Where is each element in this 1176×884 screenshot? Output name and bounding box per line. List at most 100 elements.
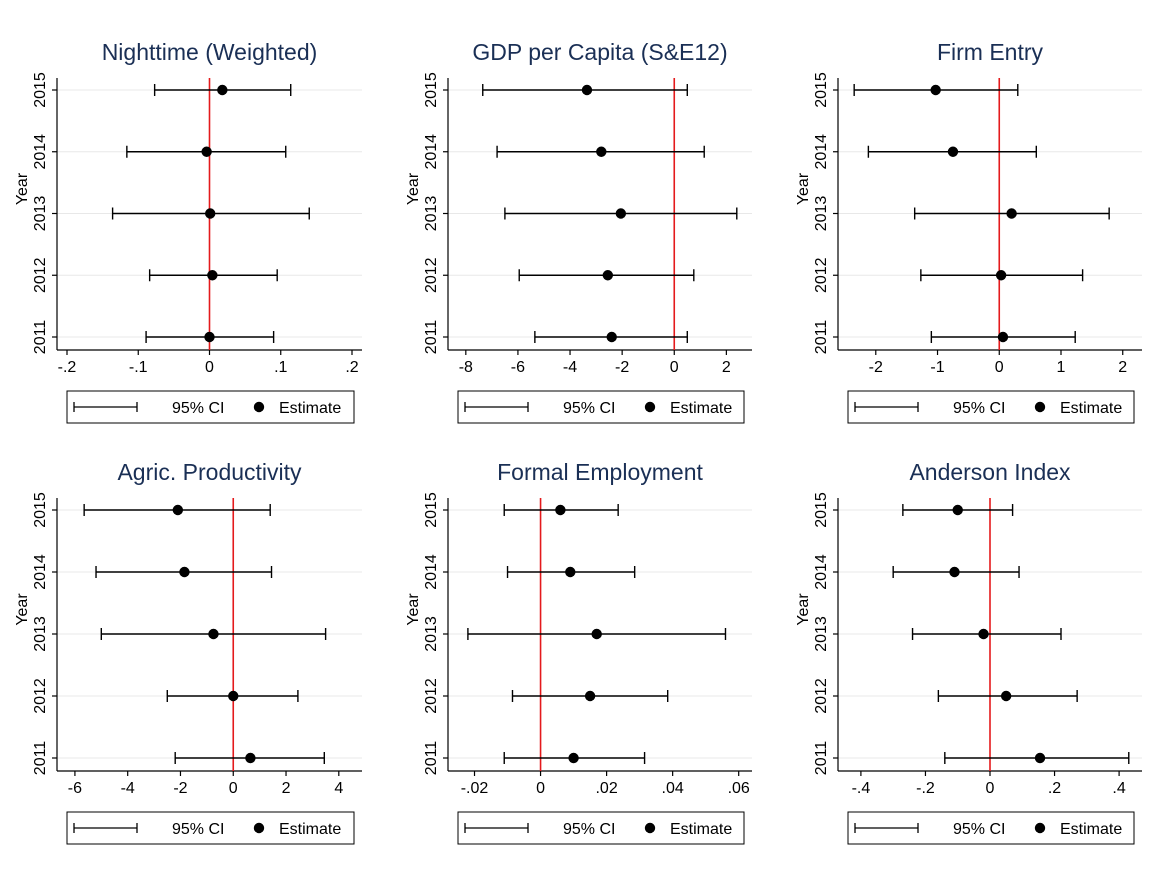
y-tick-label: 2012 xyxy=(813,257,830,293)
estimate-point-2012 xyxy=(228,690,239,702)
y-tick-label: 2012 xyxy=(32,678,49,714)
legend-estimate-symbol xyxy=(1034,822,1046,834)
legend-estimate-symbol xyxy=(1034,401,1046,413)
x-tick-label: -6 xyxy=(511,359,525,376)
legend-ci-label: 95% CI xyxy=(172,400,224,417)
x-tick-label: 0 xyxy=(205,359,214,376)
y-tick-label: 2014 xyxy=(813,134,830,170)
chart-title: Formal Employment xyxy=(497,459,703,485)
y-tick-label: 2013 xyxy=(813,196,830,232)
y-tick-label: 2011 xyxy=(32,741,49,776)
x-tick-label: -.02 xyxy=(461,780,489,797)
x-tick-label: -2 xyxy=(869,359,883,376)
x-tick-label: 0 xyxy=(986,780,995,797)
x-tick-label: 2 xyxy=(722,359,731,376)
y-tick-label: 2013 xyxy=(32,196,49,232)
y-tick-label: 2015 xyxy=(813,72,830,108)
chart-title: GDP per Capita (S&E12) xyxy=(472,39,727,65)
estimate-point-2012 xyxy=(584,690,596,702)
x-tick-label: 0 xyxy=(536,780,545,797)
y-tick-label: 2012 xyxy=(423,257,440,293)
y-tick-label: 2011 xyxy=(423,741,440,776)
estimate-point-2012 xyxy=(207,270,218,281)
y-tick-label: 2015 xyxy=(32,492,49,528)
y-tick-label: 2014 xyxy=(813,554,830,590)
estimate-point-2014 xyxy=(179,566,190,578)
estimate-point-2011 xyxy=(204,331,215,343)
y-tick-label: 2014 xyxy=(32,554,49,590)
y-axis-title: Year xyxy=(405,172,422,205)
x-tick-label: -1 xyxy=(930,359,944,376)
x-tick-label: -6 xyxy=(68,780,82,797)
x-tick-label: -4 xyxy=(121,780,135,797)
estimate-point-2012 xyxy=(602,270,614,281)
x-tick-label: 0 xyxy=(670,359,679,376)
x-tick-label: -.4 xyxy=(852,780,871,797)
y-tick-label: 2015 xyxy=(32,72,49,108)
y-tick-label: 2015 xyxy=(423,72,440,108)
y-tick-label: 2015 xyxy=(813,492,830,528)
legend-estimate-symbol xyxy=(253,822,265,834)
x-tick-label: 0 xyxy=(995,359,1004,376)
x-tick-label: -4 xyxy=(563,359,577,376)
x-tick-label: .06 xyxy=(728,780,750,797)
chart-panel-5: Formal Employment 2015 2014 2013 2012 2011 Yea… xyxy=(405,459,752,845)
legend-estimate-label: Estimate xyxy=(279,400,341,417)
y-axis-title: Year xyxy=(14,172,31,205)
x-tick-label: 2 xyxy=(1118,359,1127,376)
legend-estimate-label: Estimate xyxy=(670,821,732,838)
legend-ci-label: 95% CI xyxy=(953,400,1005,417)
legend-ci-label: 95% CI xyxy=(172,821,224,838)
y-axis-title: Year xyxy=(405,593,422,626)
legend-ci-label: 95% CI xyxy=(563,400,615,417)
chart-panel-2: GDP per Capita (S&E12)201520142013201220… xyxy=(405,39,752,424)
x-tick-label: -2 xyxy=(173,780,187,797)
estimate-point-2015 xyxy=(555,504,566,516)
legend: 95% CI Estimate xyxy=(847,811,1135,845)
estimate-point-2012 xyxy=(995,270,1007,281)
estimate-point-2013 xyxy=(978,628,989,640)
chart-title: Firm Entry xyxy=(937,39,1044,65)
x-tick-label: .02 xyxy=(595,780,617,797)
x-tick-label: .1 xyxy=(274,359,287,376)
x-tick-label: .4 xyxy=(1112,780,1125,797)
x-tick-label: .2 xyxy=(1048,780,1061,797)
x-tick-label: -.2 xyxy=(916,780,935,797)
y-tick-label: 2014 xyxy=(32,134,49,170)
estimate-point-2013 xyxy=(205,208,216,219)
estimate-point-2014 xyxy=(596,146,607,157)
legend-ci-label: 95% CI xyxy=(563,821,615,838)
legend: 95% CI Estimate xyxy=(457,811,745,845)
y-tick-label: 2013 xyxy=(423,196,440,232)
y-tick-label: 2013 xyxy=(423,616,440,652)
estimate-point-2013 xyxy=(208,628,219,640)
estimate-point-2011 xyxy=(606,331,617,343)
legend-estimate-label: Estimate xyxy=(1060,400,1122,417)
estimate-point-2011 xyxy=(1034,752,1046,764)
x-tick-label: -2 xyxy=(615,359,629,376)
estimate-point-2013 xyxy=(1006,208,1017,219)
estimate-point-2014 xyxy=(201,146,212,157)
y-tick-label: 2014 xyxy=(423,554,440,590)
x-tick-label: 2 xyxy=(282,780,291,797)
x-tick-label: 1 xyxy=(1057,359,1066,376)
legend-estimate-label: Estimate xyxy=(670,400,732,417)
chart-panel-3: Firm Entry 2015 2014 2013 2012 2011 Year -2 -1 0 1… xyxy=(795,39,1142,424)
x-tick-label: 4 xyxy=(334,780,343,797)
estimate-point-2015 xyxy=(930,84,941,96)
x-tick-label: -8 xyxy=(459,359,473,376)
y-tick-label: 2011 xyxy=(813,320,830,355)
estimate-point-2012 xyxy=(1000,690,1012,702)
x-tick-label: .04 xyxy=(662,780,684,797)
estimate-point-2011 xyxy=(245,752,256,764)
legend-estimate-symbol xyxy=(644,822,656,834)
chart-panel-6: Anderson Index 2015 2014 2013 2012 2011 Year -.… xyxy=(795,459,1142,845)
y-tick-label: 2013 xyxy=(813,616,830,652)
chart-title: Agric. Productivity xyxy=(117,459,302,485)
y-axis-title: Year xyxy=(795,172,812,205)
estimate-point-2014 xyxy=(565,566,576,578)
estimate-point-2014 xyxy=(947,146,959,157)
legend: 95% CI Estimate xyxy=(66,390,355,424)
legend-estimate-symbol xyxy=(644,401,656,413)
